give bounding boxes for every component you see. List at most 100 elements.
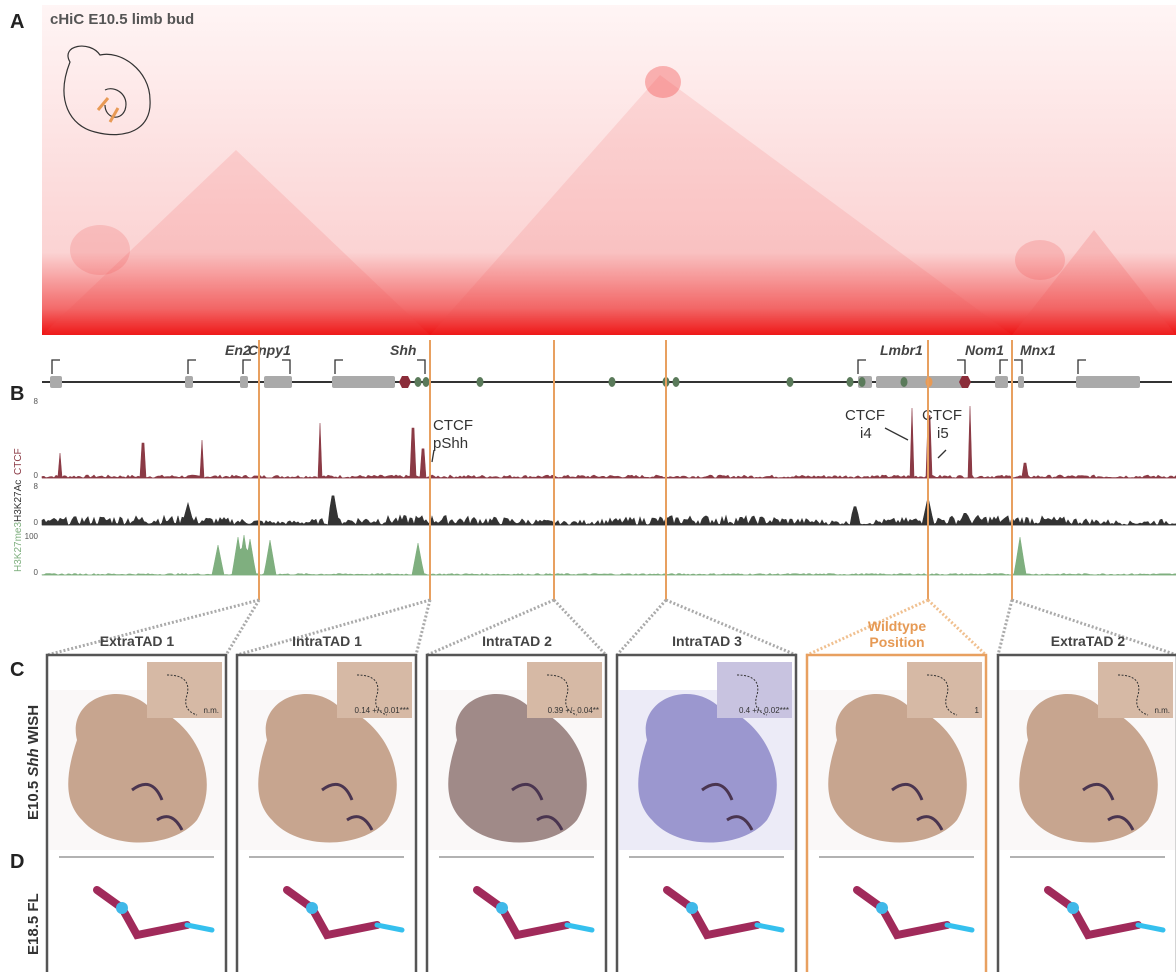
- gene-label: Nom1: [965, 342, 1004, 358]
- joint: [1067, 902, 1079, 914]
- track-min: 0: [34, 471, 39, 480]
- joint: [876, 902, 888, 914]
- bone: [97, 890, 187, 935]
- annotation-arrow: [938, 450, 946, 458]
- tss-arrow: [1014, 360, 1022, 374]
- signal: [42, 406, 1176, 478]
- bone: [1048, 890, 1138, 935]
- enhancer: [847, 377, 854, 387]
- cartilage: [187, 925, 212, 930]
- column-title: Wildtype Position: [807, 618, 987, 650]
- cartilage: [567, 925, 592, 930]
- tss-arrow: [243, 360, 251, 374]
- panel-label: C: [10, 659, 24, 681]
- panel-label: B: [10, 383, 24, 405]
- cartilage: [947, 925, 972, 930]
- column-title-text: IntraTAD 1: [292, 633, 362, 649]
- column-title-text: Wildtype Position: [857, 618, 937, 650]
- columns: n.m. 0.14 +/- 0.01*** 0.39 +/- 0.04** 0.4 +…: [47, 340, 1176, 972]
- cartilage: [377, 925, 402, 930]
- joint: [116, 902, 128, 914]
- enhancer: [859, 377, 866, 387]
- gene-body: [50, 376, 62, 388]
- tss-arrow: [335, 360, 343, 374]
- inset-value: 0.4 +/- 0.02***: [739, 706, 789, 715]
- enhancer: [423, 377, 430, 387]
- gene-label: Mnx1: [1020, 342, 1056, 358]
- figure: A cHiC E10.5 limb bud B C D En2Cnpy1ShhL…: [0, 0, 1176, 972]
- row-label: E10.5 Shh WISH: [25, 705, 42, 820]
- annotation: CTCF: [845, 407, 885, 424]
- column-title: ExtraTAD 2: [998, 633, 1176, 649]
- gene-body: [240, 376, 248, 388]
- joint: [496, 902, 508, 914]
- bone: [667, 890, 757, 935]
- tss-arrow: [188, 360, 196, 374]
- gene-label: Lmbr1: [880, 342, 923, 358]
- inset-value: 1: [975, 706, 980, 715]
- track-max: 8: [34, 397, 39, 406]
- column-title: ExtraTAD 1: [47, 633, 227, 649]
- tss-arrow: [1078, 360, 1086, 374]
- annotation-arrow: [885, 428, 908, 440]
- cartilage: [1138, 925, 1163, 930]
- enhancer: [415, 377, 422, 387]
- column-title-text: IntraTAD 2: [482, 633, 552, 649]
- track-min: 0: [34, 568, 39, 577]
- track-label: CTCF: [13, 448, 24, 475]
- enhancer: [477, 377, 484, 387]
- gene-body: [332, 376, 395, 388]
- track-max: 8: [34, 482, 39, 491]
- cartilage: [757, 925, 782, 930]
- annotation: i5: [937, 425, 949, 442]
- figure-canvas: A cHiC E10.5 limb bud B C D En2Cnpy1ShhL…: [0, 0, 1176, 972]
- ctcf-site: [399, 376, 411, 388]
- gene-body: [185, 376, 193, 388]
- tss-arrow: [957, 360, 965, 374]
- column-title: IntraTAD 3: [617, 633, 797, 649]
- tss-arrow: [417, 360, 425, 374]
- column-title-text: ExtraTAD 1: [100, 633, 174, 649]
- hic-title: cHiC E10.5 limb bud: [50, 11, 194, 28]
- panel-label: D: [10, 851, 24, 873]
- joint: [686, 902, 698, 914]
- track-max: 100: [25, 532, 39, 541]
- tss-arrow: [858, 360, 866, 374]
- enhancer: [787, 377, 794, 387]
- gene-body: [995, 376, 1008, 388]
- enhancer: [673, 377, 680, 387]
- gene-label: En2: [225, 342, 251, 358]
- tss-arrow: [282, 360, 290, 374]
- tss-arrow: [1000, 360, 1008, 374]
- bone: [477, 890, 567, 935]
- inset-value: 0.39 +/- 0.04**: [548, 706, 599, 715]
- annotation: i4: [860, 425, 872, 442]
- inset-value: n.m.: [203, 706, 219, 715]
- tss-arrow: [52, 360, 60, 374]
- inset-value: 0.14 +/- 0.01***: [355, 706, 409, 715]
- gene-label: Shh: [390, 342, 416, 358]
- gene-body: [264, 376, 292, 388]
- annotation: pShh: [433, 435, 468, 452]
- column-title-text: ExtraTAD 2: [1051, 633, 1125, 649]
- gene-body: [1076, 376, 1140, 388]
- column-title: IntraTAD 2: [427, 633, 607, 649]
- signal: [42, 496, 1176, 525]
- row-label: E18.5 FL: [25, 893, 42, 955]
- enhancer: [609, 377, 616, 387]
- signal: [42, 535, 1176, 575]
- track-label: H3K27me3: [13, 522, 24, 572]
- column-title-text: IntraTAD 3: [672, 633, 742, 649]
- bone: [287, 890, 377, 935]
- gene-body: [876, 376, 965, 388]
- panel-label: A: [10, 11, 24, 33]
- track-label: H3K27Ac: [13, 480, 24, 522]
- gene-body: [1018, 376, 1024, 388]
- joint: [306, 902, 318, 914]
- column-title: IntraTAD 1: [237, 633, 417, 649]
- bone: [857, 890, 947, 935]
- enhancer: [901, 377, 908, 387]
- annotation: CTCF: [433, 417, 473, 434]
- inset: [907, 662, 982, 718]
